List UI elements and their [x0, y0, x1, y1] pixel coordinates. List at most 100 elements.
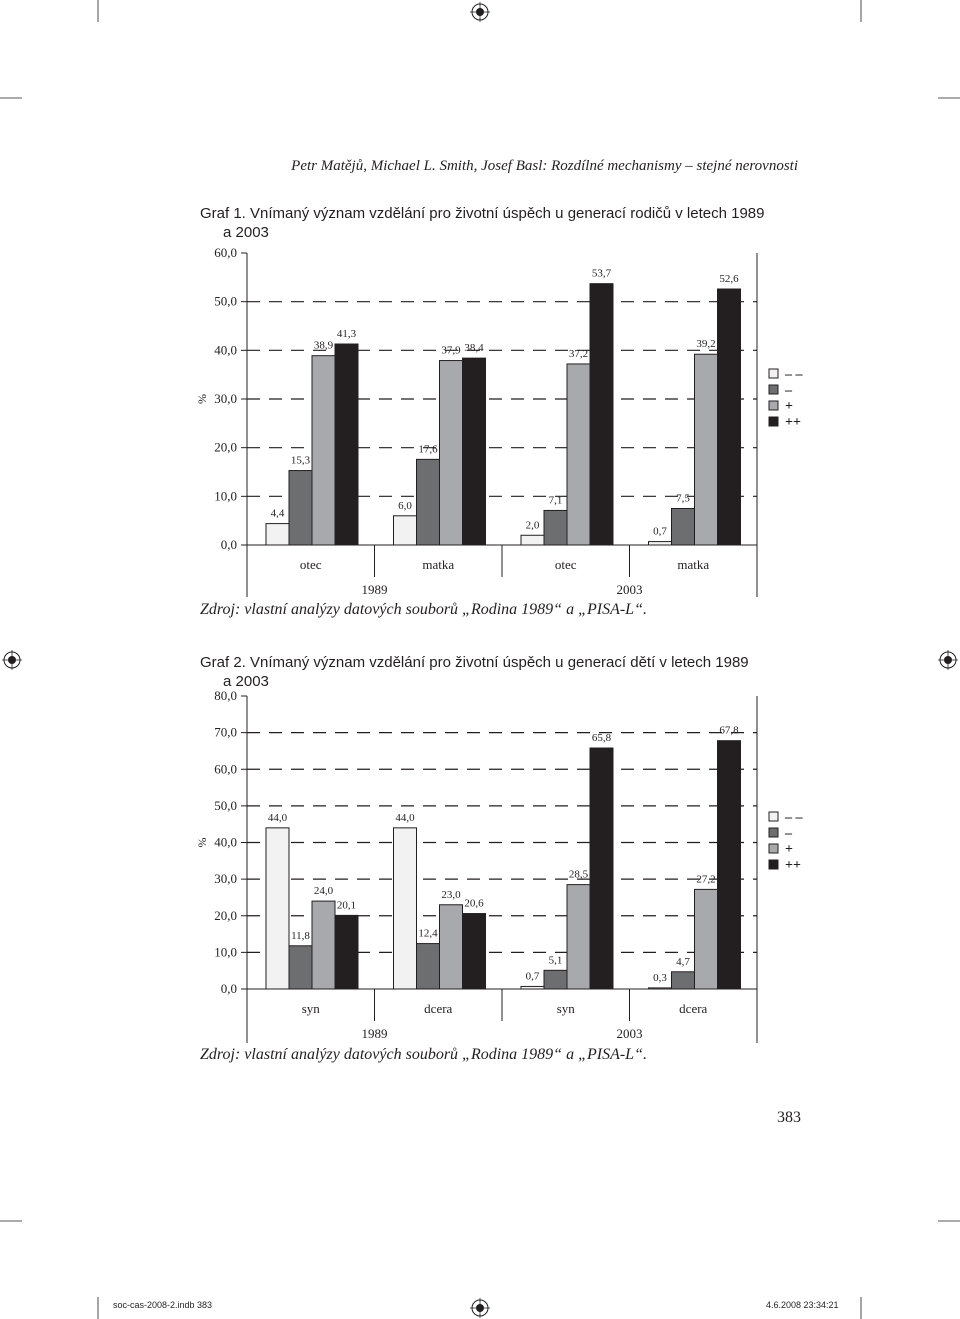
x-tick-label: otec — [555, 557, 577, 572]
data-label: 11,8 — [291, 930, 310, 942]
y-tick-label: 80,0 — [214, 688, 237, 703]
bar — [671, 971, 695, 990]
bar — [393, 515, 417, 546]
figure-1-title-line1: Vnímaný význam vzdělání pro životní úspě… — [250, 205, 765, 222]
footer-timestamp: 4.6.2008 23:34:21 — [766, 1300, 839, 1310]
bar — [462, 913, 486, 990]
legend-swatch — [768, 843, 779, 854]
figure-2-title-line1: Vnímaný význam vzdělání pro životní úspě… — [250, 654, 749, 671]
data-label: 53,7 — [592, 268, 612, 280]
data-label: 41,3 — [337, 328, 357, 340]
chart-1: 0,0 10,0 20,0 30,0 40,0 50,0 60,0% 4,4 15,3 38,94… — [195, 245, 804, 597]
bar — [520, 534, 545, 546]
chart-2: 0,0 10,0 20,0 30,0 40,0 50,0 60,0 70,0 80,0% 44,0… — [195, 688, 804, 1043]
bar — [694, 888, 718, 990]
y-tick-label: 10,0 — [214, 944, 237, 959]
bar — [694, 353, 718, 546]
bar — [520, 985, 545, 990]
legend-swatch — [768, 400, 779, 411]
bar — [543, 969, 568, 990]
y-tick-label: 50,0 — [214, 294, 237, 309]
registration-mark-icon — [470, 1298, 490, 1318]
data-label: 20,1 — [337, 899, 356, 911]
group-label: 2003 — [617, 582, 643, 597]
figure-1-title: Graf 1. Vnímaný význam vzdělání pro živo… — [200, 204, 800, 242]
y-tick-label: 60,0 — [214, 761, 237, 776]
data-label: 39,2 — [696, 338, 715, 350]
y-tick-label: 30,0 — [214, 391, 237, 406]
data-label: 28,5 — [569, 869, 589, 881]
legend-label: – — [784, 383, 793, 398]
x-tick-label: matka — [677, 557, 709, 572]
bar — [416, 943, 440, 990]
bar — [671, 508, 695, 546]
registration-mark-icon — [470, 2, 490, 22]
bar — [589, 283, 614, 546]
data-label: 15,3 — [291, 455, 311, 467]
y-tick-label: 20,0 — [214, 440, 237, 455]
figure-2-label: Graf 2. — [200, 654, 246, 671]
x-tick-label: dcera — [679, 1001, 707, 1016]
data-label: 0,3 — [653, 972, 667, 984]
data-label: 27,2 — [696, 873, 715, 885]
data-label: 38,4 — [464, 342, 484, 354]
registration-mark-icon — [938, 650, 958, 670]
bar — [265, 827, 290, 990]
data-label: 0,7 — [526, 970, 540, 982]
data-label: 12,4 — [418, 928, 438, 940]
bar — [439, 904, 463, 990]
legend-swatch — [768, 368, 779, 379]
figure-1-title-line2: a 2003 — [223, 224, 269, 241]
running-header: Petr Matějů, Michael L. Smith, Josef Bas… — [291, 158, 798, 174]
data-label: 52,6 — [719, 273, 739, 285]
legend-label: – — [784, 826, 793, 841]
y-tick-label: 60,0 — [214, 245, 237, 260]
data-label: 17,6 — [418, 443, 438, 455]
bar — [416, 458, 440, 546]
data-label: 7,1 — [549, 494, 563, 506]
legend-label: ++ — [785, 415, 801, 430]
y-tick-label: 40,0 — [214, 835, 237, 850]
data-label: 0,7 — [653, 526, 667, 538]
figure-2-title-line2: a 2003 — [223, 673, 269, 690]
bar — [648, 987, 672, 990]
data-label: 20,6 — [464, 898, 484, 910]
bar — [543, 509, 568, 546]
figure-2-title: Graf 2. Vnímaný význam vzdělání pro živo… — [200, 653, 800, 691]
bar — [334, 914, 359, 990]
legend-swatch — [768, 859, 779, 870]
data-label: 23,0 — [441, 889, 461, 901]
bar — [648, 541, 672, 546]
bar — [393, 827, 417, 990]
legend-label: + — [785, 842, 793, 857]
footer-file: soc-cas-2008-2.indb 383 — [113, 1300, 213, 1310]
x-tick-label: matka — [422, 557, 454, 572]
data-label: 65,8 — [592, 732, 612, 744]
y-axis-label: % — [195, 838, 209, 848]
data-label: 7,5 — [676, 493, 690, 505]
data-label: 4,7 — [676, 956, 690, 968]
data-label: 44,0 — [268, 812, 288, 824]
y-tick-label: 70,0 — [214, 725, 237, 740]
bar — [439, 360, 463, 546]
legend-swatch — [768, 416, 779, 427]
page-number: 383 — [777, 1109, 801, 1126]
data-label: 4,4 — [271, 508, 285, 520]
bar — [311, 900, 336, 990]
y-tick-label: 0,0 — [221, 537, 237, 552]
data-label: 2,0 — [526, 519, 540, 531]
legend-label: – – — [784, 810, 804, 825]
legend-swatch — [768, 384, 779, 395]
figure-2-source: Zdroj: vlastní analýzy datových souborů … — [200, 1046, 647, 1063]
figure-1-source: Zdroj: vlastní analýzy datových souborů … — [200, 601, 647, 618]
legend-label: ++ — [785, 858, 801, 873]
data-label: 24,0 — [314, 885, 334, 897]
data-label: 37,9 — [441, 345, 461, 357]
data-label: 67,8 — [719, 725, 739, 737]
group-label: 1989 — [362, 582, 388, 597]
data-label: 38,9 — [314, 340, 334, 352]
x-tick-label: syn — [557, 1001, 576, 1016]
legend-swatch — [768, 827, 779, 838]
data-label: 44,0 — [395, 812, 415, 824]
registration-mark-icon — [2, 650, 22, 670]
